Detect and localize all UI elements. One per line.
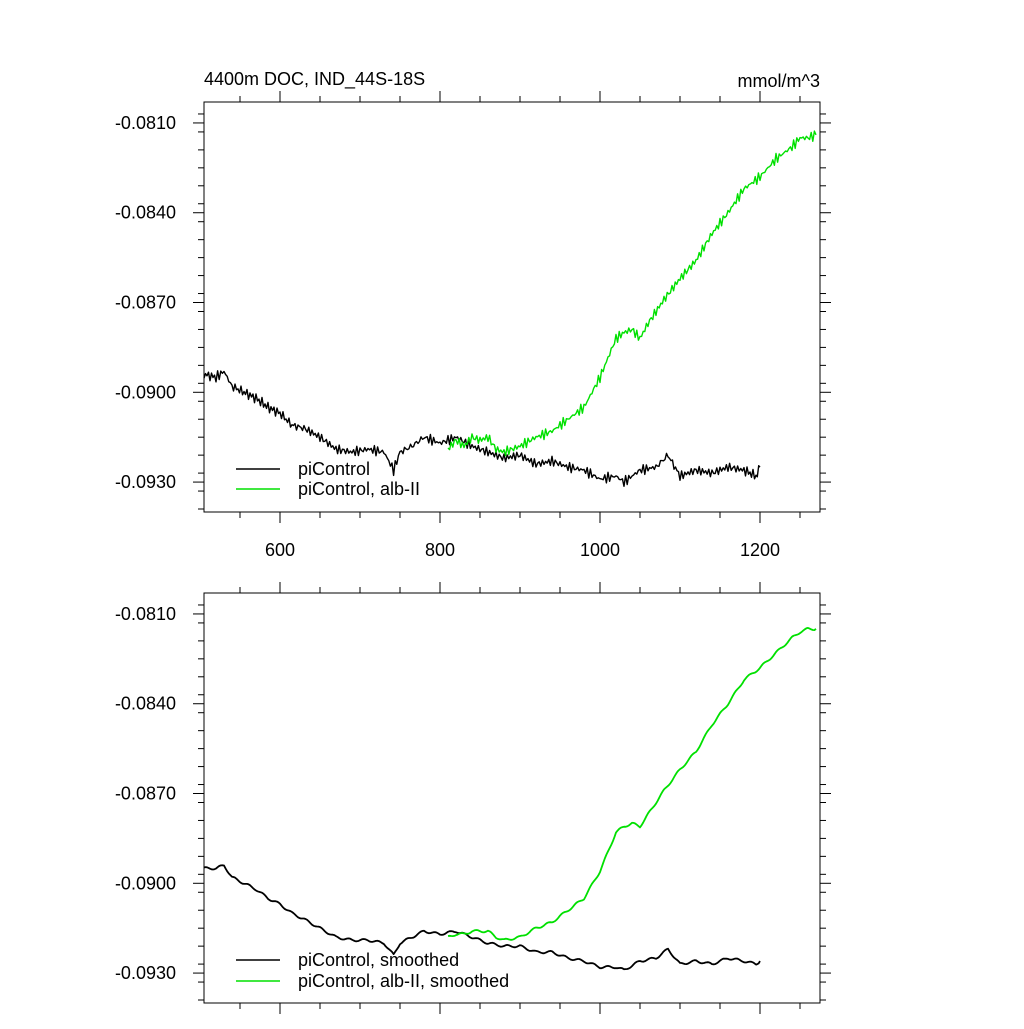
y-tick-label: -0.0840 bbox=[115, 203, 176, 223]
x-tick-label: 800 bbox=[425, 540, 455, 560]
x-tick-label: 1200 bbox=[740, 540, 780, 560]
legend-label: piControl, alb-II, smoothed bbox=[298, 971, 509, 991]
plot-frame-1 bbox=[203, 101, 821, 513]
plot-frame-2 bbox=[203, 592, 821, 1004]
y-tick-label: -0.0810 bbox=[115, 604, 176, 624]
legend-label: piControl bbox=[298, 459, 370, 479]
y-tick-label: -0.0900 bbox=[115, 382, 176, 402]
series-line-alb-ii bbox=[447, 627, 817, 941]
series-line-picontrol bbox=[203, 864, 761, 971]
y-tick-label: -0.0870 bbox=[115, 784, 176, 804]
y-tick-label: -0.0930 bbox=[115, 472, 176, 492]
chart-title: 4400m DOC, IND_44S-18S bbox=[204, 69, 425, 90]
legend-label: piControl, alb-II bbox=[298, 479, 420, 499]
x-tick-label: 1000 bbox=[580, 540, 620, 560]
y-tick-label: -0.0840 bbox=[115, 694, 176, 714]
y-tick-label: -0.0900 bbox=[115, 873, 176, 893]
y-tick-label: -0.0930 bbox=[115, 963, 176, 983]
x-tick-label: 600 bbox=[265, 540, 295, 560]
chart-units: mmol/m^3 bbox=[738, 71, 820, 91]
y-tick-label: -0.0810 bbox=[115, 113, 176, 133]
legend-label: piControl, smoothed bbox=[298, 950, 459, 970]
y-tick-label: -0.0870 bbox=[115, 293, 176, 313]
series-line-picontrol bbox=[203, 370, 761, 487]
series-line-alb-ii bbox=[447, 130, 817, 457]
